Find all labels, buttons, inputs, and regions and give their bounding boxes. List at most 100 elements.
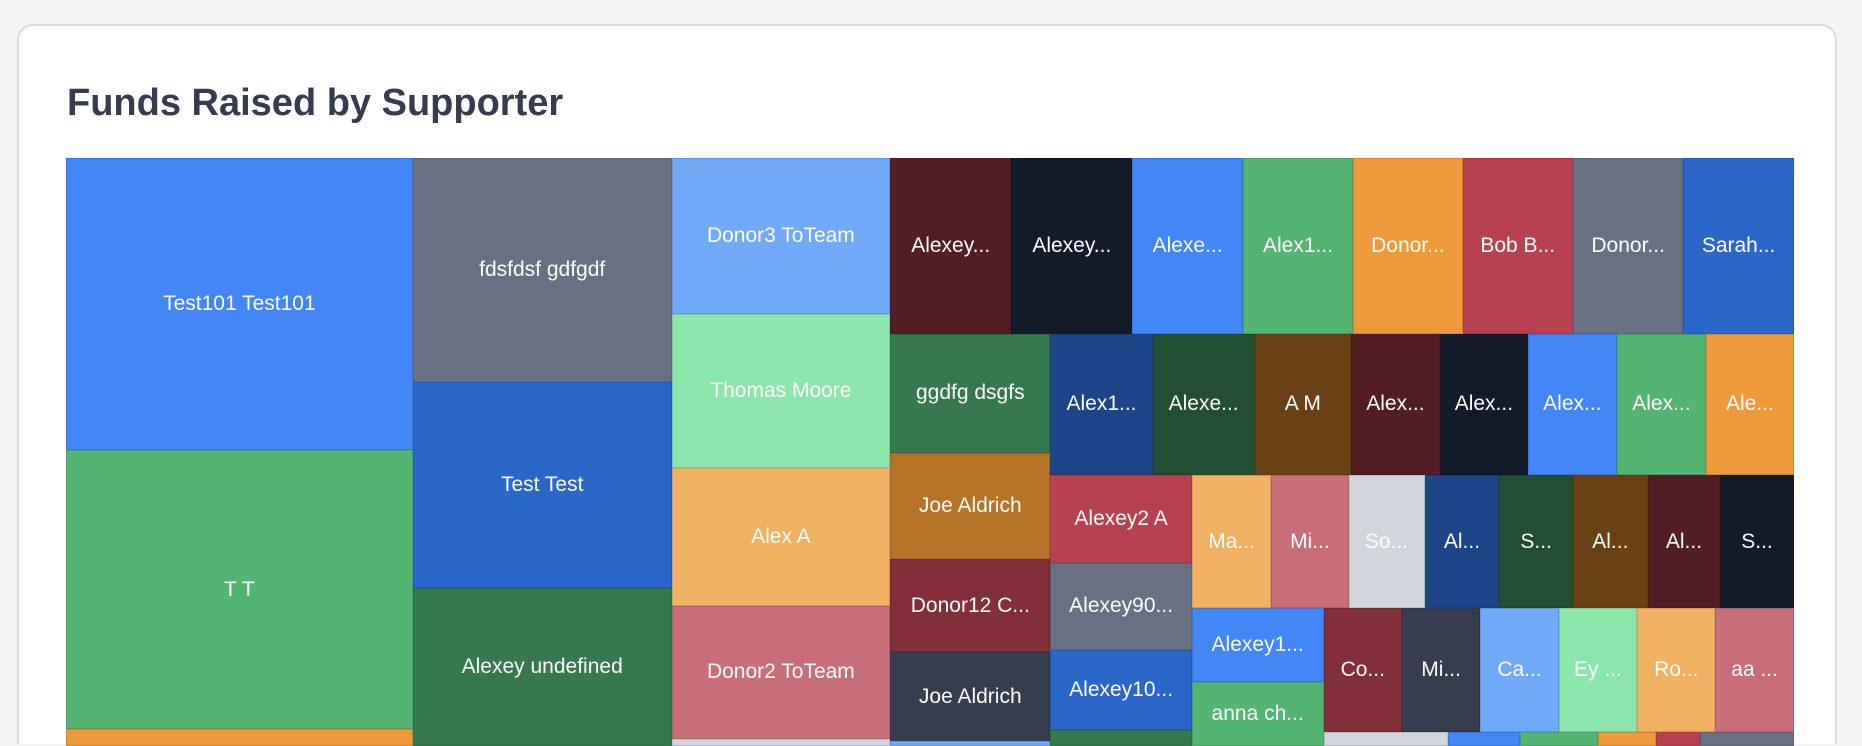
treemap-cell[interactable]: Test Test: [412, 382, 672, 588]
treemap-cell-label: Donor...: [1591, 233, 1665, 257]
treemap-cell[interactable]: Joe Aldrich: [890, 652, 1051, 742]
treemap-cell[interactable]: Al...: [1424, 475, 1500, 609]
treemap-cell[interactable]: Co...: [1323, 608, 1402, 732]
treemap-cell-label: Donor3 ToTeam: [706, 223, 855, 247]
treemap-cell-label: Sarah...: [1701, 233, 1776, 257]
treemap-cell[interactable]: Thomas Moore: [671, 313, 891, 468]
treemap-cell-label: Ey ...: [1573, 657, 1622, 681]
treemap-cell-label: T T: [224, 577, 255, 601]
treemap-cell-label: Donor2 ToTeam: [706, 660, 855, 684]
treemap-cell[interactable]: [671, 738, 891, 746]
treemap-cell[interactable]: Alex1...: [1050, 333, 1153, 476]
treemap-cell[interactable]: [1050, 730, 1192, 746]
treemap-cell-label: Thomas Moore: [710, 378, 852, 402]
treemap-cell-label: Donor12 C...: [910, 593, 1030, 617]
treemap-cell-label: Alex1...: [1263, 233, 1334, 257]
treemap-cell-label: Alex...: [1366, 392, 1425, 416]
treemap-cell[interactable]: S...: [1499, 475, 1573, 609]
treemap-cell[interactable]: T T: [66, 450, 413, 730]
treemap-cell[interactable]: Alex...: [1616, 333, 1706, 476]
treemap-cell[interactable]: Ca...: [1480, 608, 1559, 732]
treemap-cell[interactable]: Joe Aldrich: [890, 452, 1051, 560]
treemap-cell-label: Mi...: [1421, 657, 1461, 681]
treemap-cell[interactable]: Al...: [1572, 475, 1648, 609]
treemap-cell-label: aa ...: [1731, 657, 1778, 681]
treemap-cell-label: ggdfg dsgfs: [915, 381, 1025, 405]
treemap-cell-label: S...: [1741, 529, 1773, 553]
treemap: Test101 Test101 T T fdsfdsf gdfgdf Test Tes…: [66, 158, 1794, 746]
treemap-cell-label: Ro...: [1654, 657, 1699, 681]
treemap-cell[interactable]: [66, 729, 413, 746]
treemap-cell-label: So...: [1364, 529, 1409, 553]
treemap-cell[interactable]: fdsfdsf gdfgdf: [412, 158, 672, 383]
treemap-cell[interactable]: Alexey undefined: [412, 587, 672, 746]
treemap-cell-label: Alexey2 A: [1074, 507, 1168, 530]
treemap-cell-label: Alexe...: [1168, 392, 1239, 416]
treemap-cell[interactable]: anna ch...: [1191, 681, 1324, 746]
treemap-cell[interactable]: S...: [1720, 475, 1794, 609]
treemap-cell[interactable]: Donor...: [1572, 158, 1684, 334]
treemap-cell-label: A M: [1284, 392, 1321, 416]
treemap-cell[interactable]: Mi...: [1271, 475, 1349, 609]
treemap-cell-label: fdsfdsf gdfgdf: [479, 258, 606, 282]
treemap-cell-label: Test Test: [500, 473, 584, 497]
treemap-cell[interactable]: [890, 741, 1051, 746]
treemap-cell[interactable]: Alex...: [1350, 333, 1440, 476]
treemap-cell-label: Joe Aldrich: [918, 493, 1022, 517]
treemap-cell-label: Ca...: [1497, 657, 1542, 681]
treemap-cell[interactable]: Alex...: [1439, 333, 1528, 476]
treemap-cell[interactable]: Alexe...: [1132, 158, 1243, 334]
treemap-cell-label: Alex A: [751, 524, 811, 548]
treemap-cell[interactable]: Alexey2 A: [1050, 475, 1192, 563]
treemap-cell-label: Alex...: [1632, 392, 1691, 416]
treemap-cell-label: Ma...: [1208, 529, 1255, 553]
treemap-cell[interactable]: Al...: [1647, 475, 1721, 609]
treemap-cell[interactable]: Mi...: [1401, 608, 1481, 732]
treemap-cell[interactable]: Ey ...: [1558, 608, 1638, 732]
treemap-cell[interactable]: Ale...: [1705, 333, 1794, 476]
treemap-cell[interactable]: Sarah...: [1683, 158, 1794, 334]
treemap-cell-label: anna ch...: [1211, 701, 1304, 725]
treemap-cell-label: Co...: [1340, 657, 1385, 681]
treemap-cell-label: Al...: [1443, 529, 1480, 553]
treemap-cell-label: Alexey90...: [1069, 594, 1174, 618]
treemap-cell[interactable]: Alex1...: [1242, 158, 1354, 334]
treemap-cell-label: Alexey undefined: [461, 654, 623, 678]
treemap-cell-label: S...: [1520, 529, 1552, 553]
treemap-cell[interactable]: Alexey10...: [1050, 649, 1192, 731]
treemap-cell[interactable]: Donor12 C...: [890, 559, 1051, 652]
chart-title: Funds Raised by Supporter: [67, 82, 564, 124]
treemap-cell-label: Alexey...: [1032, 233, 1112, 257]
treemap-cell-label: Alex...: [1543, 392, 1602, 416]
treemap-cell-label: Alex...: [1454, 392, 1514, 416]
treemap-cell-label: Alexey...: [911, 233, 991, 257]
treemap-cell-label: Test101 Test101: [163, 292, 316, 316]
treemap-cell-label: Al...: [1592, 529, 1629, 553]
treemap-cell[interactable]: Alexe...: [1152, 333, 1255, 476]
treemap-cell[interactable]: Alexey...: [1011, 158, 1133, 334]
treemap-cell-label: Alex1...: [1066, 392, 1137, 416]
chart-card: Funds Raised by Supporter Test101 Test10…: [17, 24, 1837, 746]
treemap-cell[interactable]: So...: [1348, 475, 1425, 609]
treemap-cell-label: Alexey1...: [1211, 632, 1304, 656]
treemap-cell[interactable]: Alexey90...: [1050, 562, 1192, 650]
treemap-cell[interactable]: Ro...: [1637, 608, 1716, 732]
treemap-cell-label: Ale...: [1725, 392, 1774, 416]
treemap-cell-label: Alexey10...: [1069, 678, 1174, 701]
treemap-cell[interactable]: ggdfg dsgfs: [890, 333, 1051, 453]
treemap-cell[interactable]: aa ...: [1715, 608, 1794, 732]
treemap-cell[interactable]: Donor3 ToTeam: [671, 158, 891, 314]
treemap-cell[interactable]: Bob B...: [1462, 158, 1573, 334]
treemap-cell[interactable]: A M: [1254, 333, 1351, 476]
treemap-cell[interactable]: Alexey...: [890, 158, 1012, 334]
treemap-cell[interactable]: Donor2 ToTeam: [671, 605, 891, 739]
treemap-cell[interactable]: Alex...: [1527, 333, 1617, 476]
treemap-cell[interactable]: Alexey1...: [1191, 608, 1324, 682]
treemap-cell-label: Mi...: [1290, 529, 1330, 553]
treemap-cell[interactable]: Alex A: [671, 467, 891, 606]
treemap-cell[interactable]: Donor...: [1353, 158, 1463, 334]
treemap-cell-label: Bob B...: [1480, 233, 1556, 257]
treemap-cell[interactable]: Ma...: [1191, 475, 1272, 609]
treemap-cell[interactable]: Test101 Test101: [66, 158, 413, 451]
